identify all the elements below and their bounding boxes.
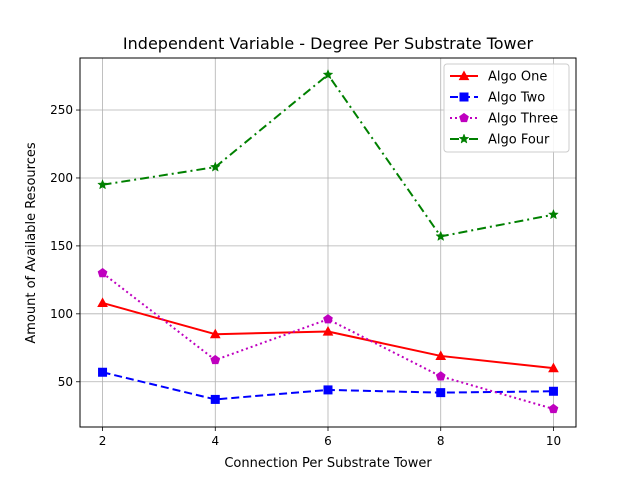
data-point [548,208,559,220]
y-axis-label: Amount of Available Resources [24,142,39,343]
x-tick-label: 2 [99,434,107,448]
data-point [210,394,220,404]
data-point [98,367,108,377]
series-2 [97,267,559,414]
series-line [102,73,554,238]
x-tick-label: 10 [546,434,561,448]
x-axis-label: Connection Per Substrate Tower [224,456,432,471]
legend-label: Algo Three [488,112,558,127]
x-tick-label: 8 [437,434,445,448]
data-point [97,297,108,308]
data-point [435,371,446,381]
legend-label: Algo One [488,70,547,85]
legend-marker [458,70,470,81]
series-1 [98,367,558,404]
legend-label: Algo Four [488,133,550,148]
y-axis: 50 100 150 200 250 [50,103,80,389]
data-point [97,267,108,278]
data-point [548,362,559,373]
data-point [548,386,558,396]
data-point [436,388,446,398]
x-axis: 2 4 6 8 10 [99,427,561,448]
data-point [209,328,221,339]
x-tick-label: 4 [211,434,219,448]
data-point [97,179,108,190]
series-group [97,69,559,414]
data-point [209,161,221,172]
legend-marker [459,112,469,123]
y-tick-label: 150 [50,239,73,253]
y-tick-label: 50 [58,375,73,389]
series-0 [97,297,559,373]
legend-box [443,63,570,153]
legend-marker [459,92,469,102]
series-3 [97,69,559,241]
data-point [323,314,333,324]
data-point [435,350,447,361]
data-point [322,325,334,336]
chart-title: Independent Variable - Degree Per Substr… [123,34,534,53]
x-tick-label: 6 [324,434,332,448]
legend: Algo One Algo Two Algo Three Algo Four [443,63,570,153]
legend-label: Algo Two [488,91,545,106]
data-point [322,69,334,80]
y-tick-label: 200 [50,171,73,185]
y-tick-label: 250 [50,103,73,117]
y-tick-label: 100 [50,307,73,321]
legend-marker [458,133,470,144]
data-point [323,385,333,395]
data-point [435,230,447,241]
data-point [548,403,559,414]
data-point [210,354,221,365]
